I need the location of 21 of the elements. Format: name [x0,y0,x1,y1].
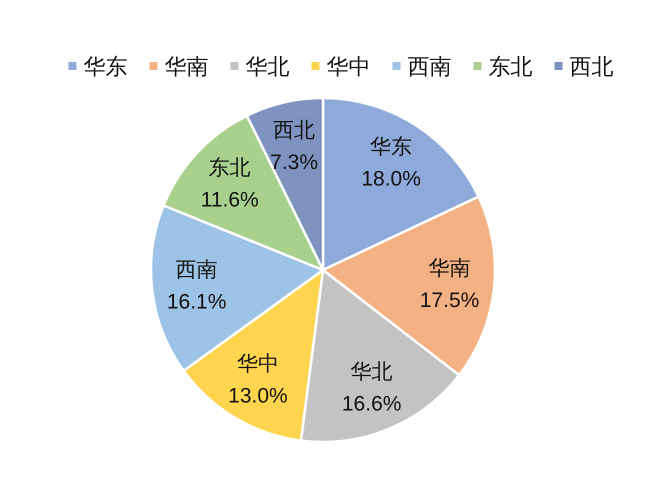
data-label: 7.3% [270,151,318,174]
data-label: 11.6% [200,188,259,212]
data-label: 18.0% [361,167,421,190]
data-label: 16.6% [342,392,402,416]
legend-label: 东北 [488,54,532,79]
slice-label: 华中 [236,352,279,376]
slice-label: 西北 [273,119,316,142]
data-label: 13.0% [228,384,288,408]
slice-label: 东北 [208,156,251,180]
slice-label: 华南 [428,256,471,280]
legend-label: 西北 [570,54,614,79]
legend-label: 华北 [246,54,290,79]
slice-label: 华北 [350,360,393,384]
slice-label: 西南 [176,258,218,282]
legend-label: 华南 [164,54,208,79]
slice-label: 华东 [370,135,412,158]
legend-label: 华东 [84,54,128,79]
legend-label: 西南 [408,54,452,79]
data-label: 16.1% [166,290,226,314]
data-label: 17.5% [420,288,480,312]
legend-label: 华中 [326,54,370,79]
